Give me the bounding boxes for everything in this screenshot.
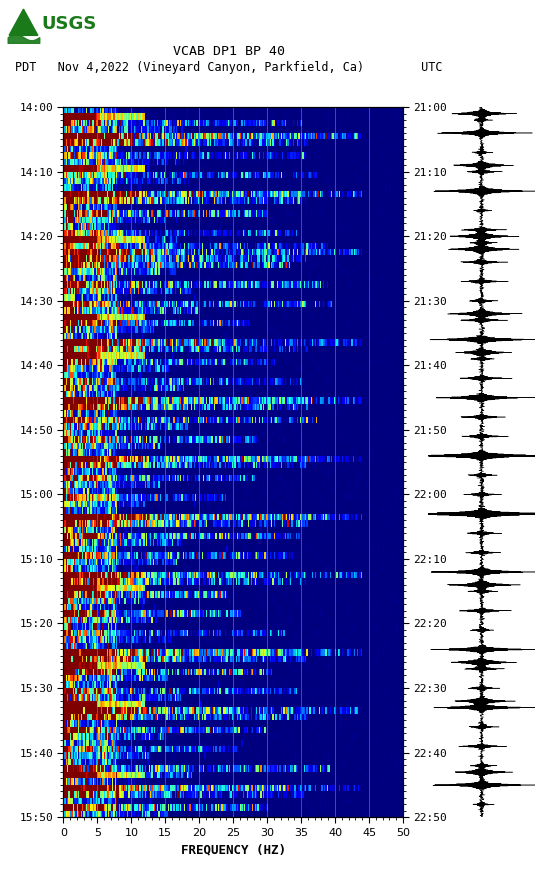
X-axis label: FREQUENCY (HZ): FREQUENCY (HZ) (181, 843, 286, 856)
Text: VCAB DP1 BP 40: VCAB DP1 BP 40 (173, 46, 285, 58)
Text: USGS: USGS (41, 15, 97, 33)
Polygon shape (9, 9, 38, 36)
Text: PDT   Nov 4,2022 (Vineyard Canyon, Parkfield, Ca)        UTC: PDT Nov 4,2022 (Vineyard Canyon, Parkfie… (15, 62, 443, 74)
